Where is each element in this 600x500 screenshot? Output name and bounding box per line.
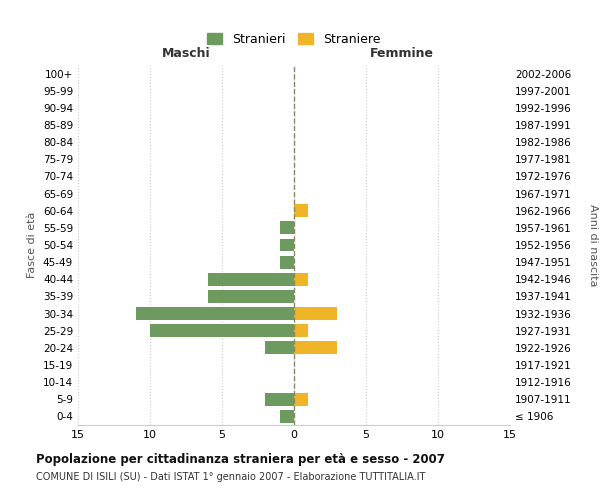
- Y-axis label: Fasce di età: Fasce di età: [28, 212, 37, 278]
- Bar: [208, 273, 294, 285]
- Bar: [294, 324, 308, 337]
- Bar: [265, 342, 294, 354]
- Bar: [294, 342, 337, 354]
- Y-axis label: Anni di nascita: Anni di nascita: [588, 204, 598, 286]
- Bar: [294, 204, 308, 217]
- Legend: Stranieri, Straniere: Stranieri, Straniere: [202, 28, 386, 51]
- Bar: [208, 290, 294, 303]
- Text: Maschi: Maschi: [161, 47, 211, 60]
- Bar: [294, 393, 308, 406]
- Bar: [294, 273, 308, 285]
- Text: Popolazione per cittadinanza straniera per età e sesso - 2007: Popolazione per cittadinanza straniera p…: [36, 452, 445, 466]
- Text: COMUNE DI ISILI (SU) - Dati ISTAT 1° gennaio 2007 - Elaborazione TUTTITALIA.IT: COMUNE DI ISILI (SU) - Dati ISTAT 1° gen…: [36, 472, 425, 482]
- Bar: [294, 307, 337, 320]
- Bar: [280, 410, 294, 423]
- Bar: [280, 238, 294, 252]
- Text: Femmine: Femmine: [370, 47, 434, 60]
- Bar: [150, 324, 294, 337]
- Bar: [265, 393, 294, 406]
- Bar: [136, 307, 294, 320]
- Bar: [280, 222, 294, 234]
- Bar: [280, 256, 294, 268]
